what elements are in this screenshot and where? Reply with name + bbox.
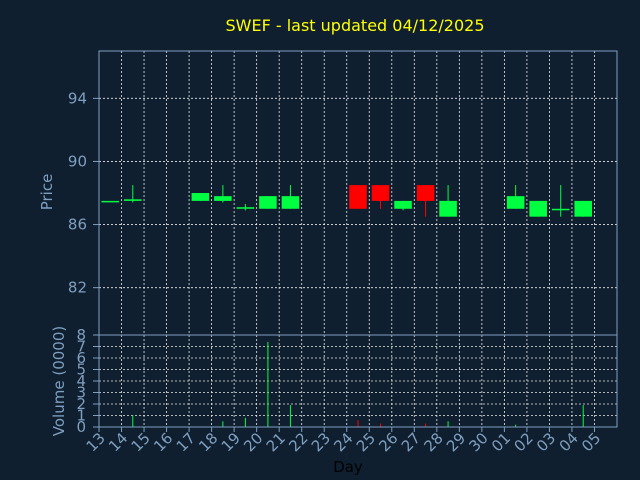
candle-body <box>394 200 412 209</box>
volume-bars <box>132 341 584 427</box>
x-ticks: 1314151617181920212223242526272829300102… <box>83 427 604 455</box>
candle-body <box>416 185 435 201</box>
volume-grid <box>99 335 617 427</box>
price-tick-label: 86 <box>68 216 87 234</box>
volume-tick-label: 7 <box>76 338 86 356</box>
volume-tick-label: 1 <box>76 407 86 425</box>
volume-axis-label: Volume (0000) <box>50 326 68 436</box>
price-y-ticks: 82 86 90 94 <box>68 89 99 297</box>
candle-body <box>123 199 142 201</box>
price-axis-label: Price <box>38 174 56 211</box>
price-grid <box>99 51 617 335</box>
candle-body <box>349 185 367 209</box>
volume-tick-label: 8 <box>76 326 86 344</box>
volume-tick-label: 4 <box>76 372 86 390</box>
price-tick-label: 90 <box>68 152 87 170</box>
candles <box>101 185 593 217</box>
chart-title: SWEF - last updated 04/12/2025 <box>225 16 484 35</box>
price-tick-label: 82 <box>68 279 87 297</box>
candle-body <box>191 193 210 201</box>
volume-tick-label: 0 <box>76 418 86 436</box>
volume-tick-label: 5 <box>76 361 86 379</box>
candle-body <box>371 185 390 201</box>
candle-body <box>574 200 593 217</box>
candle-body <box>551 208 570 211</box>
candle-body <box>439 200 457 217</box>
candle-body <box>506 196 525 209</box>
candle-body <box>101 200 120 203</box>
volume-tick-label: 2 <box>76 395 86 413</box>
volume-tick-label: 3 <box>76 384 86 402</box>
price-tick-label: 94 <box>68 89 87 107</box>
x-axis-label: Day <box>333 458 363 476</box>
candle-body <box>236 207 255 209</box>
candle-body <box>529 200 547 217</box>
candle-body <box>259 196 277 209</box>
candle-body <box>214 196 232 201</box>
candle-body <box>281 196 300 209</box>
volume-tick-label: 6 <box>76 349 86 367</box>
